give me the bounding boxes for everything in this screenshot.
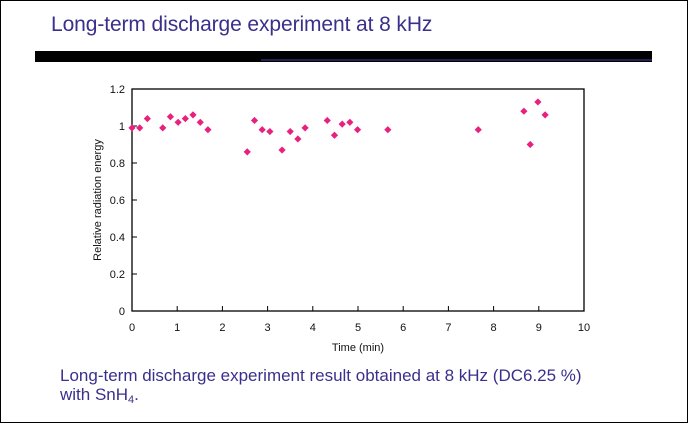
title-divider-accent [261, 59, 652, 61]
title-divider-bar [35, 51, 652, 62]
data-point [189, 111, 197, 119]
data-point [266, 127, 274, 136]
data-point [526, 140, 534, 149]
y-tick-label: 0.8 [110, 158, 125, 170]
slide-caption: Long-term discharge experiment result ob… [60, 366, 582, 406]
data-point [301, 124, 309, 132]
data-point [323, 116, 331, 125]
x-tick-label: 9 [536, 322, 542, 334]
y-tick-label: 0 [119, 306, 125, 318]
data-point [338, 120, 346, 128]
data-point [136, 124, 144, 132]
data-point [258, 126, 266, 134]
y-tick-label: 0.6 [110, 195, 125, 207]
caption-line-2-end: . [134, 385, 139, 404]
data-point [294, 135, 302, 143]
data-point [250, 116, 259, 125]
data-point [330, 131, 339, 139]
x-tick-label: 4 [310, 322, 316, 334]
caption-subscript: 4 [128, 394, 135, 406]
x-tick-label: 5 [355, 322, 361, 334]
x-tick-label: 0 [129, 322, 135, 334]
data-point [286, 127, 294, 136]
y-tick-label: 0.2 [110, 269, 125, 281]
chart-ticks: 0 1 2 3 4 5 6 7 8 9 10 0 0.2 0.4 0.6 0.8 1 1.2 [110, 84, 590, 334]
chart-points [128, 98, 549, 156]
x-tick-label: 6 [400, 322, 406, 334]
x-tick-label: 3 [265, 322, 271, 334]
y-tick-label: 1.2 [110, 84, 125, 96]
data-point [384, 126, 392, 134]
caption-line-2: with SnH4. [60, 385, 582, 406]
data-point [534, 98, 542, 106]
y-axis-title: Relative radiation energy [92, 139, 104, 261]
data-point [143, 115, 151, 123]
data-point [353, 126, 362, 134]
y-tick-label: 0.4 [110, 232, 125, 244]
data-point [541, 111, 549, 119]
data-point [159, 124, 167, 132]
data-point [520, 107, 528, 115]
data-point [346, 118, 354, 126]
x-axis-title: Time (min) [332, 342, 384, 354]
data-point [243, 148, 251, 156]
data-point [196, 118, 204, 126]
data-point [278, 146, 286, 154]
x-tick-label: 7 [445, 322, 451, 334]
data-point [204, 126, 212, 134]
x-tick-label: 1 [174, 322, 180, 334]
caption-line-2-text: with SnH [60, 385, 129, 404]
slide-title: Long-term discharge experiment at 8 kHz [51, 13, 433, 36]
data-point [174, 118, 182, 126]
x-tick-label: 8 [491, 322, 497, 334]
x-tick-label: 10 [578, 322, 590, 334]
x-tick-label: 2 [219, 322, 225, 334]
data-point [474, 126, 482, 134]
caption-line-1: Long-term discharge experiment result ob… [60, 366, 582, 385]
data-point [128, 124, 136, 132]
data-point [181, 115, 189, 123]
data-point [166, 113, 175, 121]
y-tick-label: 1 [119, 121, 125, 133]
